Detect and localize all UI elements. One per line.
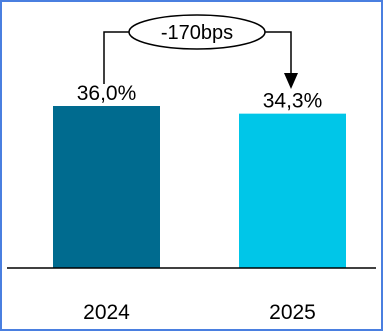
data-labels-group: 36,0% 34,3% (77, 82, 323, 113)
data-label-2024: 36,0% (77, 82, 137, 105)
annotation-group: -170bps (103, 14, 298, 89)
tick-label-2025: 2025 (269, 301, 316, 324)
annotation-ellipse (128, 14, 266, 50)
bars-group (53, 106, 346, 269)
data-label-2025: 34,3% (263, 90, 323, 113)
tick-label-2024: 2024 (83, 301, 130, 324)
annotation-arrowhead (284, 73, 298, 89)
annotation-label: -170bps (161, 22, 233, 44)
tick-labels-group: 2024 2025 (83, 301, 316, 324)
bar-2024 (53, 106, 160, 268)
bar-2025 (239, 113, 346, 269)
